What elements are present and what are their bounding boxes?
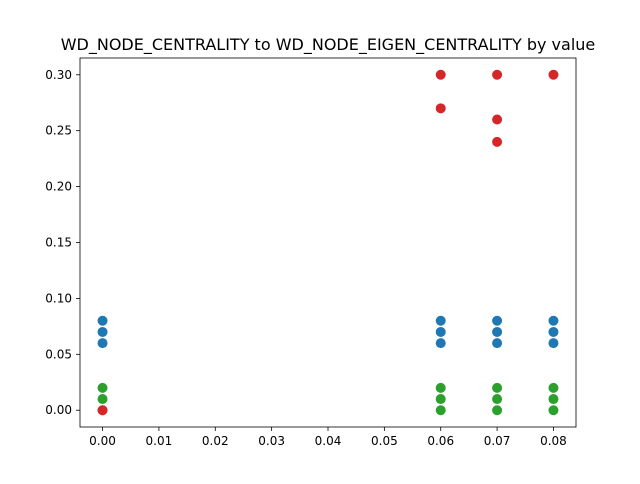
y-tick-label: 0.25 bbox=[45, 124, 72, 138]
data-point-series-2 bbox=[435, 382, 446, 393]
data-point-series-2 bbox=[492, 405, 503, 416]
x-tick-label: 0.00 bbox=[89, 434, 116, 448]
data-point-series-2 bbox=[492, 382, 503, 393]
data-point-series-1 bbox=[97, 315, 108, 326]
data-point-series-2 bbox=[435, 405, 446, 416]
data-point-series-1 bbox=[492, 338, 503, 349]
data-point-series-2 bbox=[492, 394, 503, 405]
y-tick-label: 0.10 bbox=[45, 291, 72, 305]
data-point-series-3 bbox=[548, 69, 559, 80]
data-point-series-3 bbox=[492, 69, 503, 80]
data-point-series-2 bbox=[548, 405, 559, 416]
data-point-series-1 bbox=[548, 338, 559, 349]
x-tick-label: 0.03 bbox=[258, 434, 285, 448]
data-point-series-1 bbox=[492, 326, 503, 337]
data-point-series-2 bbox=[97, 382, 108, 393]
plot-frame bbox=[79, 57, 577, 428]
data-points bbox=[97, 69, 559, 416]
y-tick-label: 0.20 bbox=[45, 180, 72, 194]
data-point-series-3 bbox=[435, 69, 446, 80]
data-point-series-2 bbox=[548, 382, 559, 393]
data-point-series-2 bbox=[97, 394, 108, 405]
data-point-series-3 bbox=[97, 405, 108, 416]
x-tick-label: 0.02 bbox=[202, 434, 229, 448]
x-tick-label: 0.04 bbox=[315, 434, 342, 448]
axes: 0.00 0.01 0.02 0.03 0.04 0.05 0.06 0.07 0.08 0.00… bbox=[45, 57, 577, 448]
y-tick-label: 0.00 bbox=[45, 403, 72, 417]
data-point-series-1 bbox=[435, 315, 446, 326]
data-point-series-3 bbox=[492, 114, 503, 125]
data-point-series-1 bbox=[492, 315, 503, 326]
data-point-series-1 bbox=[97, 326, 108, 337]
data-point-series-1 bbox=[548, 326, 559, 337]
data-point-series-1 bbox=[435, 338, 446, 349]
y-tick-label: 0.15 bbox=[45, 236, 72, 250]
data-point-series-1 bbox=[97, 338, 108, 349]
y-tick-label: 0.30 bbox=[45, 68, 72, 82]
data-point-series-1 bbox=[548, 315, 559, 326]
data-point-series-2 bbox=[548, 394, 559, 405]
data-point-series-3 bbox=[435, 103, 446, 114]
data-point-series-1 bbox=[435, 326, 446, 337]
x-tick-label: 0.07 bbox=[484, 434, 511, 448]
y-tick-label: 0.05 bbox=[45, 347, 72, 361]
x-tick-label: 0.01 bbox=[146, 434, 173, 448]
x-tick-label: 0.05 bbox=[371, 434, 398, 448]
data-point-series-3 bbox=[492, 136, 503, 147]
data-point-series-2 bbox=[435, 394, 446, 405]
x-tick-label: 0.06 bbox=[427, 434, 454, 448]
chart-title: WD_NODE_CENTRALITY to WD_NODE_EIGEN_CENT… bbox=[61, 35, 596, 55]
x-tick-label: 0.08 bbox=[540, 434, 567, 448]
